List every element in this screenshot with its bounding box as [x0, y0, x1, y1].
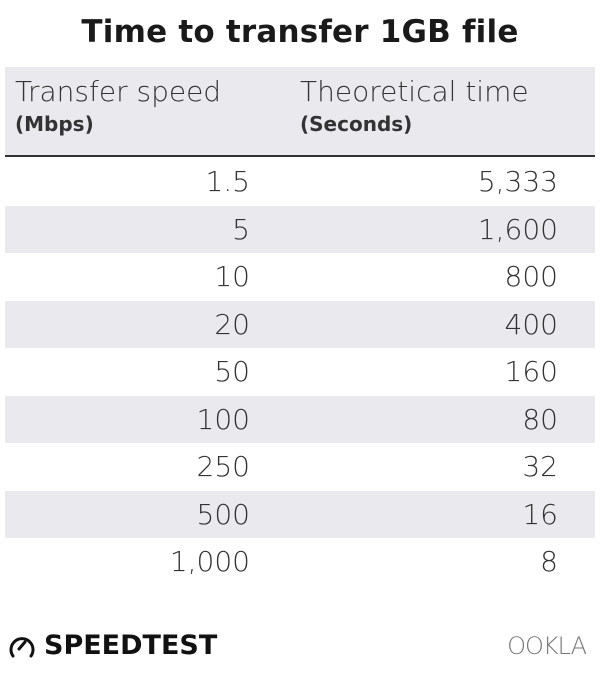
- table-row: 1,000 8: [5, 538, 595, 586]
- table-row: 50 160: [5, 348, 595, 396]
- table-body: 1.5 5,333 5 1,600 10 800 20 400 50 160 100 80 250 32 5…: [5, 158, 595, 586]
- speed-cell: 250: [196, 450, 250, 483]
- column-label: Theoretical time: [300, 75, 529, 108]
- column-label: Transfer speed: [15, 75, 222, 108]
- column-header-time: Theoretical time (Seconds): [300, 75, 529, 136]
- table-row: 20 400: [5, 300, 595, 348]
- time-cell: 160: [504, 355, 558, 388]
- time-cell: 16: [522, 497, 558, 531]
- ookla-logo: OOKLA: [507, 632, 587, 660]
- speedtest-wordmark: SPEEDTEST: [44, 630, 218, 661]
- speed-cell: 1,000: [169, 545, 250, 578]
- speed-cell: 20: [214, 307, 250, 341]
- speed-cell: 10: [214, 260, 250, 293]
- time-cell: 800: [504, 260, 558, 293]
- table-row: 500 16: [5, 490, 595, 538]
- speed-cell: 500: [196, 497, 250, 531]
- page-title: Time to transfer 1GB file: [81, 14, 519, 50]
- speed-cell: 1.5: [205, 165, 250, 198]
- column-header-speed: Transfer speed (Mbps): [15, 75, 221, 136]
- time-cell: 32: [522, 450, 558, 483]
- time-cell: 80: [522, 402, 558, 436]
- speed-cell: 50: [214, 355, 250, 388]
- speed-cell: 100: [196, 402, 250, 436]
- column-unit: (Seconds): [300, 112, 413, 136]
- time-cell: 1,600: [477, 212, 558, 246]
- table-row: 5 1,600: [5, 205, 595, 253]
- table-row: 10 800: [5, 253, 595, 301]
- speed-cell: 5: [232, 212, 250, 246]
- speedtest-logo: SPEEDTEST: [8, 630, 217, 661]
- speedometer-icon: [9, 636, 35, 657]
- table-row: 1.5 5,333: [5, 158, 595, 206]
- table-row: 100 80: [5, 395, 595, 443]
- column-unit: (Mbps): [15, 112, 94, 136]
- time-cell: 400: [504, 307, 558, 341]
- time-cell: 8: [540, 545, 558, 578]
- table-row: 250 32: [5, 443, 595, 491]
- table-header: Transfer speed (Mbps) Theoretical time (Se…: [5, 67, 595, 157]
- time-cell: 5,333: [477, 165, 558, 198]
